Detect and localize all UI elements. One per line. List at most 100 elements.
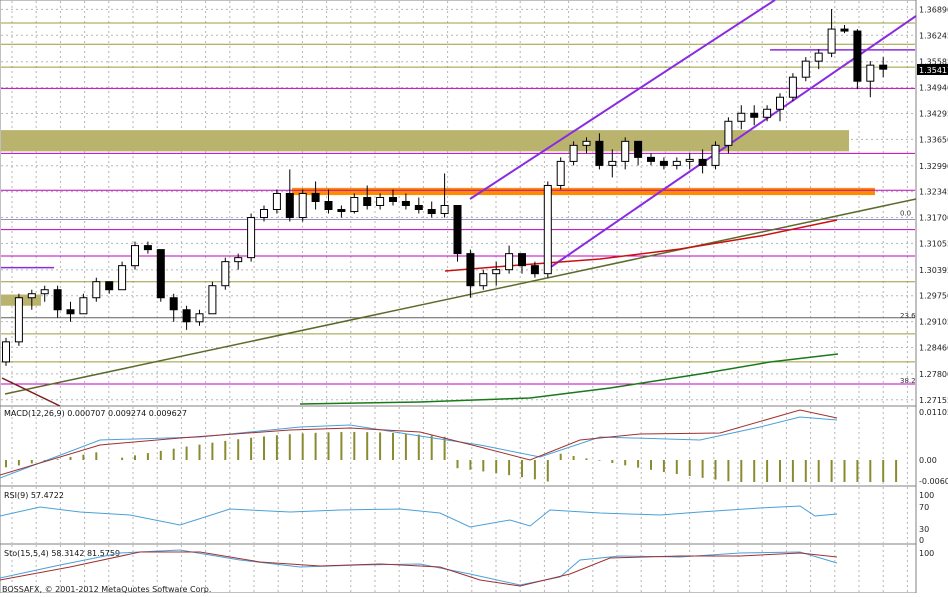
price-tick-label: 1.31055 bbox=[919, 239, 948, 248]
candle-body bbox=[530, 265, 539, 275]
price-tick-label: 1.33650 bbox=[919, 135, 948, 144]
stochastic-tick-100: 100 bbox=[919, 549, 934, 558]
candle-body bbox=[260, 209, 268, 219]
price-axis: 1.36890 1.36245 1.35585 1.34940 1.34295 1.336… bbox=[919, 5, 948, 404]
candle-body bbox=[685, 158, 694, 162]
candle-body bbox=[711, 144, 720, 166]
candle-body bbox=[866, 64, 875, 82]
candle-body bbox=[788, 76, 797, 98]
candle-body bbox=[105, 281, 114, 291]
macd-panel bbox=[0, 405, 917, 487]
rsi-title: RSI(9) 57.4722 bbox=[4, 491, 64, 500]
candle-body bbox=[543, 184, 552, 275]
candle-body bbox=[453, 205, 462, 255]
candle-body bbox=[221, 261, 230, 287]
candle-body bbox=[647, 156, 655, 162]
stochastic-title: Sto(15,5,4) 58.3142 81.5759 bbox=[4, 549, 120, 558]
candle-body bbox=[247, 217, 256, 259]
candle-body bbox=[750, 112, 759, 118]
candle-body bbox=[724, 120, 733, 146]
price-tick-label: 1.34940 bbox=[919, 84, 948, 93]
candle-body bbox=[234, 257, 243, 263]
macd-series bbox=[0, 409, 898, 482]
candle-body bbox=[169, 297, 178, 311]
candle-body bbox=[827, 28, 836, 54]
channel-upper bbox=[469, 0, 776, 200]
candle-body bbox=[182, 309, 191, 323]
price-panel bbox=[0, 0, 917, 407]
price-tick-label: 1.34295 bbox=[919, 109, 948, 118]
candle-body bbox=[814, 52, 823, 62]
candle-body bbox=[595, 140, 604, 166]
candle-body bbox=[737, 112, 746, 122]
trendlines bbox=[1, 0, 917, 407]
candle-body bbox=[776, 96, 784, 110]
candle-body bbox=[621, 140, 630, 162]
candle-body bbox=[40, 289, 49, 295]
candle-body bbox=[505, 253, 514, 271]
candle-body bbox=[66, 309, 75, 315]
stochastic-series bbox=[0, 549, 838, 587]
green-moving-average bbox=[299, 353, 839, 405]
fib-label: 23.6 bbox=[900, 312, 916, 320]
candle-body bbox=[272, 192, 281, 211]
candle-body bbox=[853, 30, 862, 82]
candle-body bbox=[479, 273, 488, 287]
price-tick-label: 1.27800 bbox=[919, 370, 948, 379]
candle-body bbox=[195, 313, 204, 323]
candle-body bbox=[324, 200, 333, 211]
macd-tick-zero: 0.00 bbox=[919, 456, 937, 465]
macd-tick-top: 0.011052 bbox=[919, 408, 948, 417]
rsi-series bbox=[0, 505, 838, 528]
fib-labels: 0.0 23.6 38.2 bbox=[900, 210, 916, 386]
price-tick-label: 1.29105 bbox=[919, 318, 948, 327]
candle-body bbox=[698, 158, 707, 166]
candle-body bbox=[156, 249, 165, 299]
candle-body bbox=[427, 209, 436, 215]
price-tick-label: 1.29750 bbox=[919, 292, 948, 301]
fib-label: 0.0 bbox=[900, 210, 911, 218]
candle-body bbox=[569, 144, 578, 162]
candle-body bbox=[582, 140, 591, 146]
short-downtrend bbox=[1, 377, 61, 407]
candle-body bbox=[466, 253, 475, 287]
candle-body bbox=[801, 60, 810, 78]
fib-label: 38.2 bbox=[900, 377, 916, 385]
candle-body bbox=[92, 281, 101, 299]
candle-body bbox=[285, 192, 294, 219]
candle-body bbox=[311, 192, 320, 202]
candle-body bbox=[401, 200, 410, 207]
candle-body bbox=[337, 209, 346, 213]
rsi-line bbox=[0, 505, 838, 528]
candle-body bbox=[634, 140, 643, 158]
olive-zone bbox=[1, 130, 849, 152]
price-tick-label: 1.27155 bbox=[919, 396, 948, 405]
price-tick-label: 1.36245 bbox=[919, 31, 948, 40]
candle-body bbox=[659, 160, 668, 166]
candle-body bbox=[608, 160, 617, 166]
price-tick-label: 1.28460 bbox=[919, 343, 948, 352]
current-price-tag bbox=[917, 64, 948, 75]
macd-title: MACD(12,26,9) 0.000707 0.009274 0.009627 bbox=[4, 409, 187, 418]
candle-body bbox=[363, 196, 372, 207]
stochastic-d-line bbox=[0, 551, 838, 587]
candle-body bbox=[556, 160, 565, 186]
current-price-label: 1.35417 bbox=[919, 66, 948, 75]
candle-body bbox=[492, 269, 501, 275]
price-tick-label: 1.32990 bbox=[919, 162, 948, 171]
candle-body bbox=[414, 205, 423, 211]
footer-copyright: BOSSAFX, © 2001-2012 MetaQuotes Software… bbox=[2, 585, 211, 593]
candle-body bbox=[389, 196, 397, 202]
candle-body bbox=[53, 289, 62, 311]
candle-body bbox=[79, 297, 88, 315]
candle-body bbox=[27, 293, 36, 299]
candle-body bbox=[118, 265, 127, 291]
candle-body bbox=[14, 297, 23, 343]
candle-body bbox=[879, 64, 888, 70]
rsi-panel bbox=[0, 485, 917, 545]
rsi-tick-70: 70 bbox=[919, 503, 929, 512]
price-tick-label: 1.35585 bbox=[919, 58, 948, 67]
long-trendline bbox=[4, 198, 917, 395]
rsi-tick-30: 30 bbox=[919, 525, 929, 534]
